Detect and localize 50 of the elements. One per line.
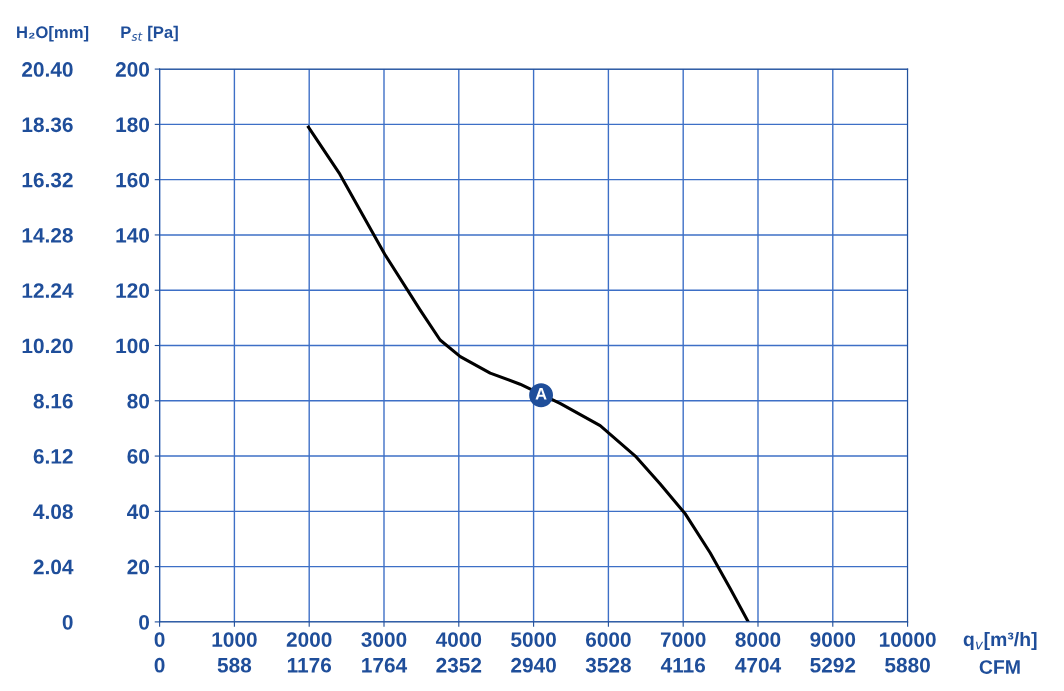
x2-axis-title: CFM xyxy=(979,660,1020,674)
y2-tick-label: 0 xyxy=(62,614,73,630)
x-tick-label: 10000 xyxy=(879,632,936,647)
x2-tick-label: 5880 xyxy=(885,657,930,673)
x2-tick-label: 2352 xyxy=(436,657,482,673)
y2-tick-label: 14.28 xyxy=(22,227,73,243)
x2-tick-label: 1176 xyxy=(287,657,332,673)
y2-axis-title: H₂O[mm] xyxy=(17,25,89,42)
x2-tick-label: 5292 xyxy=(810,657,856,673)
x2-tick-label: 2940 xyxy=(511,657,556,673)
x-tick-label: 9000 xyxy=(810,632,856,647)
y-axis-title: P$_{st}$ [Pa] xyxy=(121,25,178,42)
y2-tick-label: 12.24 xyxy=(22,283,74,298)
x-tick-label: 7000 xyxy=(660,632,706,647)
x-tick-label: 5000 xyxy=(511,632,556,647)
y-tick-label: 100 xyxy=(116,338,150,354)
y2-tick-label: 2.04 xyxy=(33,559,74,575)
x-tick-label: 0 xyxy=(154,632,165,647)
line-series xyxy=(306,125,750,622)
y-tick-label: 120 xyxy=(116,283,150,298)
x2-tick-label: 1764 xyxy=(362,657,408,673)
x2-tick-label: 3528 xyxy=(585,657,631,673)
y2-tick-label: 6.12 xyxy=(33,449,73,464)
y2-tick-label: 18.36 xyxy=(22,117,73,133)
x2-tick-label: 4704 xyxy=(735,657,782,673)
x-tick-label: 2000 xyxy=(286,632,332,647)
x2-tick-label: 0 xyxy=(154,657,165,673)
x2-tick-label: 4116 xyxy=(660,657,706,673)
y2-tick-label: 4.08 xyxy=(33,504,73,520)
annotation: A xyxy=(535,388,547,400)
y-tick-label: 160 xyxy=(116,172,150,188)
x-tick-label: 6000 xyxy=(585,632,631,647)
x-tick-label: 3000 xyxy=(361,632,407,647)
x-tick-label: 1000 xyxy=(212,632,257,647)
y2-tick-label: 8.16 xyxy=(33,393,73,409)
y2-tick-label: 10.20 xyxy=(22,338,73,354)
y-tick-label: 0 xyxy=(139,614,150,630)
y-tick-label: 180 xyxy=(116,117,150,133)
y-tick-label: 40 xyxy=(127,504,150,520)
x2-tick-label: 588 xyxy=(217,657,252,673)
y-tick-label: 140 xyxy=(116,227,150,243)
y-tick-label: 80 xyxy=(127,393,150,409)
y2-tick-label: 16.32 xyxy=(22,172,73,188)
y-tick-label: 20 xyxy=(127,559,150,575)
x-tick-label: 4000 xyxy=(435,632,482,647)
x-axis-title: q$_{v}$[m³/h] xyxy=(963,631,1037,651)
y2-tick-label: 20.40 xyxy=(22,62,73,77)
y-tick-label: 60 xyxy=(127,449,150,464)
x-tick-label: 8000 xyxy=(735,632,781,647)
y-tick-label: 200 xyxy=(115,62,150,77)
